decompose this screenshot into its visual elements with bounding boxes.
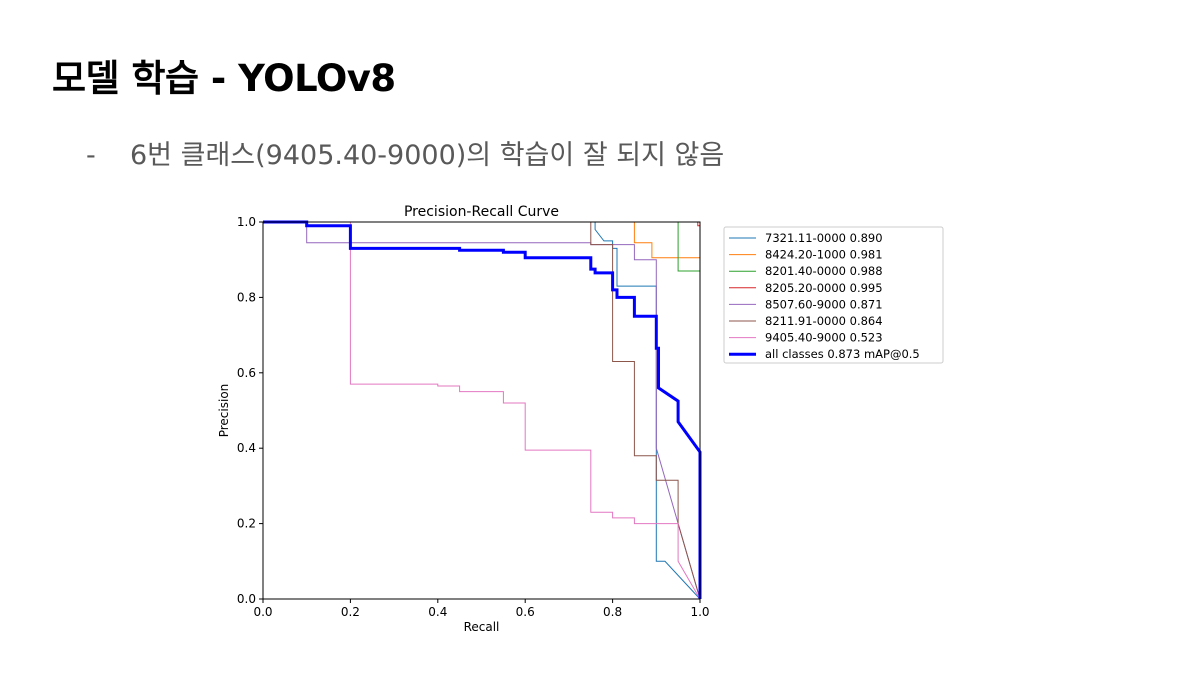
x-tick-label: 0.4 — [428, 605, 447, 619]
x-tick-label: 0.2 — [341, 605, 360, 619]
series-line-6 — [263, 221, 701, 600]
x-tick-label: 0.0 — [253, 605, 272, 619]
legend-entry: 8201.40-0000 0.988 — [765, 264, 883, 278]
y-tick-label: 0.6 — [237, 366, 256, 380]
series-line-1 — [263, 221, 701, 600]
y-tick-label: 0.8 — [237, 290, 256, 304]
x-tick-label: 0.8 — [603, 605, 622, 619]
legend-entry: all classes 0.873 mAP@0.5 — [765, 347, 920, 361]
bullet-marker: - — [86, 140, 96, 171]
legend-entry: 8211.91-0000 0.864 — [765, 314, 883, 328]
slide-title: 모델 학습 - YOLOv8 — [52, 57, 396, 100]
chart-legend: 7321.11-0000 0.890 8424.20-1000 0.981 8201… — [723, 226, 944, 364]
plot-frame — [262, 221, 701, 600]
y-tick-label: 0.4 — [237, 441, 256, 455]
precision-recall-chart: Precision-Recall Curve Recall Precision … — [217, 204, 944, 634]
y-tick-label: 1.0 — [237, 215, 256, 229]
x-axis-label: Recall — [464, 620, 500, 634]
series-line-7 — [263, 221, 701, 600]
legend-box — [723, 226, 944, 364]
y-tick-label: 0.0 — [237, 592, 256, 606]
y-axis-label: Precision — [217, 384, 231, 438]
chart-title: Precision-Recall Curve — [404, 204, 559, 220]
bullet-text: 6번 클래스(9405.40-9000)의 학습이 잘 되지 않음 — [130, 140, 725, 171]
series-line-8 — [263, 220, 702, 599]
y-tick-label: 0.2 — [237, 517, 256, 531]
legend-entry: 9405.40-9000 0.523 — [765, 331, 883, 345]
plot-area — [263, 222, 700, 599]
bullet-point: - 6번 클래스(9405.40-9000)의 학습이 잘 되지 않음 — [86, 133, 724, 172]
x-tick-label: 0.6 — [516, 605, 535, 619]
legend-entry: 7321.11-0000 0.890 — [765, 231, 883, 245]
legend-entry: 8424.20-1000 0.981 — [765, 248, 883, 262]
legend-entry: 8507.60-9000 0.871 — [765, 297, 883, 311]
x-tick-label: 1.0 — [690, 605, 709, 619]
legend-entry: 8205.20-0000 0.995 — [765, 281, 883, 295]
